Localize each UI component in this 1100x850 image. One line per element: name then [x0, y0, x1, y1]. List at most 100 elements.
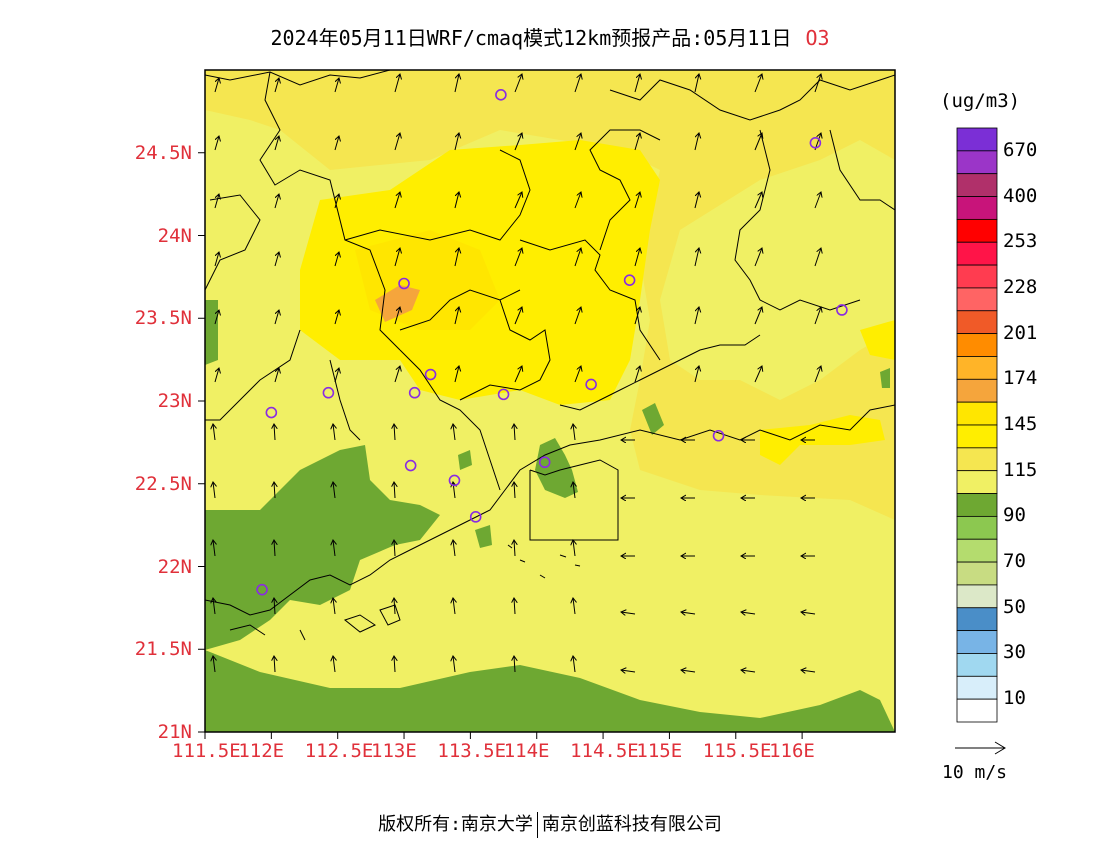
wind-arrow [333, 656, 335, 673]
wind-arrow [214, 310, 219, 325]
legend-swatch [956, 196, 998, 220]
wind-arrow [454, 307, 459, 325]
wind-arrow [514, 598, 515, 615]
wind-arrow [621, 670, 636, 672]
legend-swatch [956, 333, 998, 357]
longitude-label: 114E [503, 740, 550, 762]
station-marker [623, 274, 636, 286]
wind-arrow [514, 366, 522, 383]
wind-arrow [681, 670, 696, 672]
wind-arrow [334, 252, 339, 267]
monitoring-stations [256, 89, 848, 596]
wind-arrow [694, 192, 699, 209]
wind-arrow [573, 656, 575, 673]
wind-arrow [454, 192, 459, 209]
legend-swatch [956, 698, 998, 723]
wind-arrow [694, 307, 699, 325]
wind-arrow [574, 74, 581, 93]
legend-level-label: 228 [1003, 275, 1038, 298]
longitude-label: 115E [636, 740, 683, 762]
wind-arrow [514, 248, 522, 267]
legend-swatch [956, 515, 998, 540]
wind-arrow [694, 133, 699, 151]
copyright-owner: 版权所有:南京大学 [378, 814, 533, 835]
wind-arrow [394, 656, 395, 673]
wind-arrow [453, 656, 455, 673]
wind-arrow [394, 74, 400, 93]
wind-arrow [213, 424, 215, 441]
legend-level-label: 30 [1003, 641, 1026, 664]
legend-level-label: 201 [1003, 321, 1038, 344]
station-marker [585, 378, 597, 391]
longitude-label: 115.5E [702, 740, 772, 762]
longitude-label: 111.5E [172, 740, 241, 762]
wind-arrow [334, 310, 339, 325]
ozone-field [205, 70, 895, 732]
wind-arrow [801, 612, 816, 614]
wind-arrow [754, 366, 762, 383]
map-title: 2024年05月11日WRF/cmaq模式12km预报产品:05月11日 O3 [0, 22, 1100, 51]
legend-swatch [956, 584, 998, 609]
wind-arrow [754, 248, 762, 267]
wind-arrow [514, 656, 515, 673]
legend-swatch [956, 424, 998, 449]
legend-swatch [956, 561, 998, 586]
wind-arrow [573, 540, 575, 557]
wind-arrow [694, 248, 699, 267]
latitude-label: 21N [157, 721, 192, 743]
wind-arrow [333, 424, 335, 441]
wind-arrow [274, 598, 275, 615]
wind-arrow [694, 366, 699, 383]
wind-arrow [814, 248, 821, 267]
legend-swatch [956, 538, 998, 563]
legend-swatch [956, 493, 998, 517]
wind-arrow [741, 612, 756, 614]
wind-arrow [574, 307, 581, 325]
wind-arrow [573, 424, 575, 441]
latitude-label: 21.5N [134, 638, 192, 661]
wind-arrow [514, 424, 515, 441]
wind-arrow [454, 133, 459, 151]
wind-arrow [453, 424, 455, 441]
wind-arrow [333, 482, 335, 499]
station-marker [538, 456, 551, 469]
wind-arrow [274, 540, 275, 557]
coastline [205, 404, 895, 641]
wind-arrow [394, 307, 400, 325]
legend-swatch [956, 173, 998, 197]
wind-arrow [634, 307, 640, 325]
wind-arrow [213, 598, 215, 615]
latitude-label: 23.5N [134, 307, 192, 330]
wind-arrow [754, 192, 762, 209]
wind-arrow [574, 133, 581, 151]
legend-swatch [956, 675, 998, 700]
longitude-label: 116E [769, 740, 815, 762]
wind-arrow [274, 252, 279, 267]
station-marker [265, 406, 278, 419]
wind-arrow [333, 598, 335, 615]
latitude-label: 22N [157, 555, 192, 578]
latitude-label: 24N [157, 224, 192, 247]
latitude-label: 22.5N [134, 472, 192, 495]
wind-arrow [634, 192, 640, 209]
wind-arrow [681, 612, 696, 614]
wind-arrow [754, 74, 762, 93]
wind-arrow [573, 598, 575, 615]
legend-swatch [956, 470, 998, 494]
legend-swatch [956, 127, 998, 152]
wind-arrow [454, 366, 459, 383]
wind-arrow [334, 368, 339, 383]
wind-arrow [213, 656, 215, 673]
wind-arrow [274, 310, 279, 325]
wind-arrow [514, 133, 522, 151]
color-legend-bar [956, 127, 998, 723]
legend-swatch [956, 401, 998, 426]
wind-arrow [394, 598, 395, 615]
legend-swatch [956, 241, 998, 266]
pollutant-label: O3 [805, 26, 830, 50]
wind-arrow [274, 78, 279, 93]
wind-arrow [274, 482, 275, 499]
legend-swatch [956, 447, 998, 472]
legend-swatch [956, 607, 998, 632]
